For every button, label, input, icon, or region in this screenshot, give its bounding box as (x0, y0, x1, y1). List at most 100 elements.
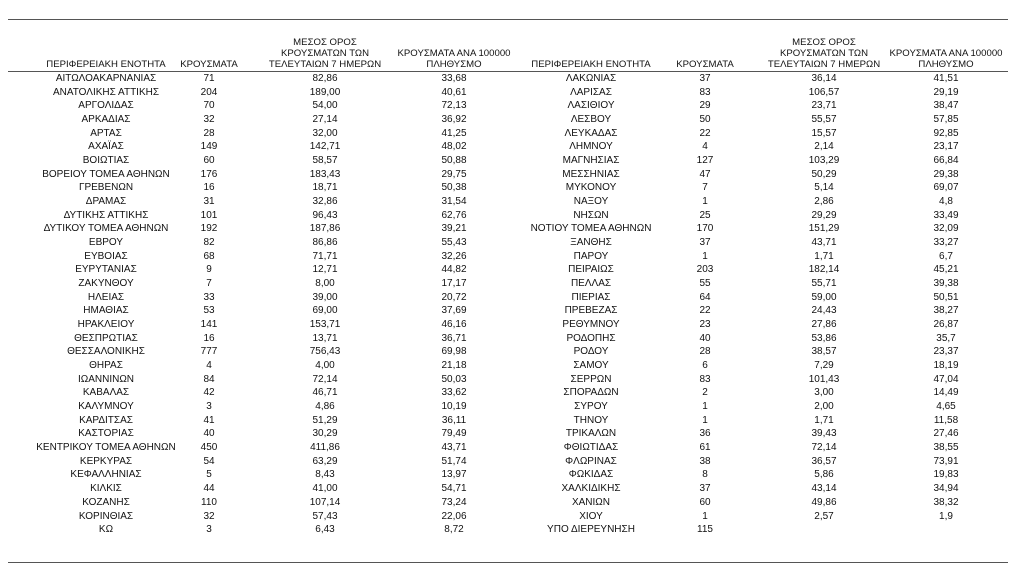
right-cases-value: 37 (699, 73, 711, 84)
right-per100k-value: 29,38 (933, 168, 959, 180)
right-cases-value: 40 (699, 332, 711, 344)
right-avg7-value: 3,00 (814, 387, 834, 399)
left-avg7-value: 32,00 (312, 127, 338, 139)
right-region-name: ΝΟΤΙΟΥ ΤΟΜΕΑ ΑΘΗΝΩΝ (530, 223, 652, 235)
left-avg7-value: 82,86 (312, 73, 338, 84)
header-per100k-left: ΚΡΟΥΣΜΑΤΑ ΑΝΑ 100000 ΠΛΗΘΥΣΜΟ (397, 48, 511, 70)
right-region-name: ΥΠΟ ΔΙΕΡΕΥΝΗΣΗ (547, 524, 635, 536)
left-cases-value: 53 (203, 305, 215, 317)
table-row: ΚΟΖΑΝΗΣ ΧΑΝΙΩΝ 110 60 107,14 49,86 73,24 38,32 (0, 496, 1024, 510)
left-per100k-value: 79,49 (441, 428, 467, 440)
right-avg7-value: 53,86 (811, 332, 837, 344)
right-region-name: ΦΩΚΙΔΑΣ (568, 469, 614, 481)
right-per100k-value: 26,87 (933, 319, 959, 331)
left-avg7-value: 8,00 (315, 278, 335, 290)
left-avg7-value: 107,14 (309, 496, 341, 508)
left-region-name: ΑΙΤΩΛΟΑΚΑΡΝΑΝΙΑΣ (55, 73, 157, 84)
left-region-name: ΚΩ (98, 524, 114, 536)
right-avg7-value (766, 523, 882, 537)
right-cases-value: 1 (702, 401, 708, 413)
left-avg7-value: 411,86 (310, 442, 340, 454)
table-row: ΕΥΒΟΙΑΣ ΠΑΡΟΥ 68 1 71,71 1,71 32,26 6,7 (0, 250, 1024, 264)
table-row: ΚΩ ΥΠΟ ΔΙΕΡΕΥΝΗΣΗ 3 115 6,43 8,72 (0, 523, 1024, 537)
right-cases-value: 170 (696, 223, 714, 235)
right-avg7-value: 2,14 (814, 141, 834, 153)
left-region-name: ΗΛΕΙΑΣ (87, 291, 125, 303)
left-cases-value: 192 (200, 223, 218, 235)
right-region-name: ΧΑΝΙΩΝ (571, 496, 611, 508)
right-region-name: ΤΗΝΟΥ (573, 414, 609, 426)
left-cases-value: 42 (203, 387, 215, 399)
right-per100k-value: 29,19 (933, 86, 959, 98)
left-cases-value: 3 (206, 401, 212, 413)
table-row: ΒΟΡΕΙΟΥ ΤΟΜΕΑ ΑΘΗΝΩΝ ΜΕΣΣΗΝΙΑΣ 176 47 183,43… (0, 168, 1024, 182)
table-row: ΚΑΒΑΛΑΣ ΣΠΟΡΑΔΩΝ 42 2 46,71 3,00 33,62 14,49 (0, 386, 1024, 400)
right-cases-value: 6 (702, 360, 708, 372)
table-bottom-rule (8, 562, 1008, 563)
right-cases-value: 1 (702, 414, 708, 426)
left-avg7-value: 4,00 (315, 360, 335, 372)
left-cases-value: 82 (203, 237, 215, 249)
right-per100k-value: 47,04 (933, 373, 959, 385)
header-rule (8, 71, 1008, 72)
left-per100k-value: 33,68 (441, 73, 467, 84)
right-region-name: ΠΑΡΟΥ (573, 250, 609, 262)
left-avg7-value: 63,29 (312, 455, 338, 467)
left-cases-value: 41 (203, 414, 215, 426)
left-avg7-value: 54,00 (312, 100, 338, 112)
left-cases-value: 141 (200, 319, 218, 331)
left-avg7-value: 183,43 (309, 168, 341, 180)
left-region-name: ΚΑΛΥΜΝΟΥ (78, 401, 134, 413)
left-region-name: ΗΜΑΘΙΑΣ (83, 305, 129, 317)
left-per100k-value: 13,97 (441, 469, 467, 481)
table-row: ΚΑΣΤΟΡΙΑΣ ΤΡΙΚΑΛΩΝ 40 36 30,29 39,43 79,49 27,4… (0, 427, 1024, 441)
table-row: ΚΕΝΤΡΙΚΟΥ ΤΟΜΕΑ ΑΘΗΝΩΝ ΦΘΙΩΤΙΔΑΣ 450 61 411,… (0, 441, 1024, 455)
table-row: ΚΙΛΚΙΣ ΧΑΛΚΙΔΙΚΗΣ 44 37 41,00 43,14 54,71 34,94 (0, 482, 1024, 496)
table-row: ΑΡΓΟΛΙΔΑΣ ΛΑΣΙΘΙΟΥ 70 29 54,00 23,71 72,13 38,4… (0, 99, 1024, 113)
left-per100k-value: 50,38 (441, 182, 467, 194)
left-per100k-value: 37,69 (441, 305, 467, 317)
table-row: ΘΕΣΣΑΛΟΝΙΚΗΣ ΡΟΔΟΥ 777 28 756,43 38,57 69,98 23… (0, 345, 1024, 359)
left-region-name: ΒΟΡΕΙΟΥ ΤΟΜΕΑ ΑΘΗΝΩΝ (42, 168, 170, 180)
left-cases-value: 84 (203, 373, 215, 385)
right-per100k-value: 6,7 (939, 250, 953, 262)
left-region-name: ΚΑΣΤΟΡΙΑΣ (78, 428, 134, 440)
right-avg7-value: 55,71 (811, 278, 837, 290)
left-avg7-value: 153,71 (309, 319, 341, 331)
right-per100k-value: 66,84 (933, 155, 959, 167)
right-cases-value: 83 (699, 86, 711, 98)
right-avg7-value: 5,86 (814, 469, 834, 481)
left-per100k-value: 33,62 (441, 387, 467, 399)
left-region-name: ΕΥΒΟΙΑΣ (84, 250, 128, 262)
right-per100k-value: 23,37 (933, 346, 959, 358)
right-region-name: ΜΥΚΟΝΟΥ (565, 182, 617, 194)
left-region-name: ΚΟΖΑΝΗΣ (82, 496, 130, 508)
right-cases-value: 29 (699, 100, 711, 112)
table-row: ΚΑΡΔΙΤΣΑΣ ΤΗΝΟΥ 41 1 51,29 1,71 36,11 11,58 (0, 414, 1024, 428)
left-region-name: ΑΡΤΑΣ (90, 127, 122, 139)
right-cases-value: 37 (699, 237, 711, 249)
left-cases-value: 70 (203, 100, 215, 112)
right-region-name: ΣΑΜΟΥ (573, 360, 609, 372)
right-region-name: ΝΑΞΟΥ (573, 196, 609, 208)
right-per100k-value: 50,51 (933, 291, 959, 303)
right-per100k-value: 41,51 (933, 73, 959, 84)
right-region-name: ΣΥΡΟΥ (574, 401, 608, 413)
left-avg7-value: 69,00 (312, 305, 338, 317)
table-row: ΚΕΦΑΛΛΗΝΙΑΣ ΦΩΚΙΔΑΣ 5 8 8,43 5,86 13,97 19,83 (0, 468, 1024, 482)
right-per100k-value: 33,49 (933, 209, 959, 221)
left-region-name: ΕΥΡΥΤΑΝΙΑΣ (75, 264, 137, 276)
right-region-name: ΠΙΕΡΙΑΣ (571, 291, 611, 303)
right-per100k-value: 57,85 (933, 114, 959, 126)
header-avg7-left: ΜΕΣΟΣ ΟΡΟΣ ΚΡΟΥΣΜΑΤΩΝ ΤΩΝ ΤΕΛΕΥΤΑΙΩΝ 7 Η… (268, 37, 382, 70)
left-avg7-value: 41,00 (312, 483, 338, 495)
left-avg7-value: 13,71 (312, 332, 338, 344)
table-row: ΘΗΡΑΣ ΣΑΜΟΥ 4 6 4,00 7,29 21,18 18,19 (0, 359, 1024, 373)
left-per100k-value: 20,72 (441, 291, 467, 303)
left-per100k-value: 72,13 (441, 100, 467, 112)
right-avg7-value: 2,00 (814, 401, 834, 413)
right-avg7-value: 43,14 (811, 483, 837, 495)
left-per100k-value: 50,88 (441, 155, 467, 167)
left-region-name: ΕΒΡΟΥ (88, 237, 124, 249)
left-cases-value: 9 (206, 264, 212, 276)
